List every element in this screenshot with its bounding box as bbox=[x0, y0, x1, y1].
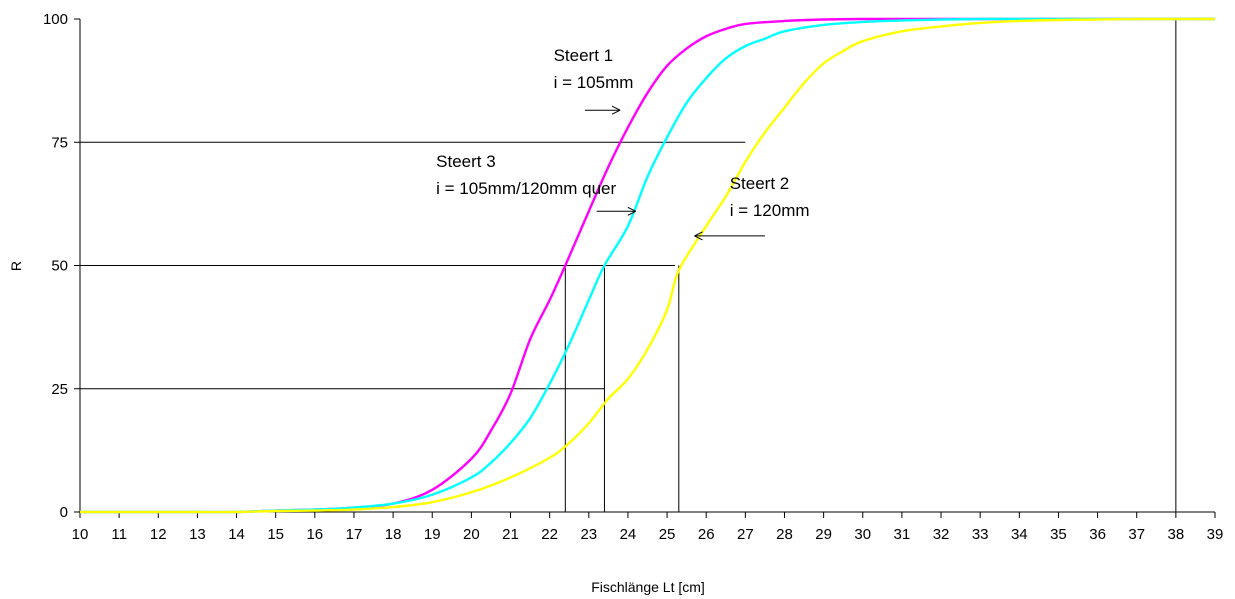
x-tick-label: 21 bbox=[502, 526, 519, 543]
x-tick-label: 34 bbox=[1011, 526, 1028, 543]
x-tick-label: 39 bbox=[1207, 526, 1224, 543]
x-tick-label: 38 bbox=[1168, 526, 1185, 543]
annotation-label-steert2-line1: Steert 2 bbox=[730, 174, 790, 193]
series-lines bbox=[79, 17, 1215, 514]
x-tick-label: 12 bbox=[150, 526, 167, 543]
x-tick-label: 19 bbox=[424, 526, 441, 543]
y-tick-label: 50 bbox=[51, 258, 68, 275]
x-tick-label: 25 bbox=[659, 526, 676, 543]
tick-labels: 10 11 12 13 14 15 16 17 18 19 20 21 22 23 24 25 26 27 28 29… bbox=[43, 11, 1223, 543]
y-tick-label: 100 bbox=[43, 11, 68, 28]
y-tick-label: 25 bbox=[51, 381, 68, 398]
annotation-label-steert3-line2: i = 105mm/120mm quer bbox=[436, 179, 616, 198]
x-tick-label: 14 bbox=[228, 526, 245, 543]
annotation-arrowhead-steert3 bbox=[627, 206, 636, 216]
annotation-arrowhead-steert2 bbox=[694, 231, 703, 241]
x-tick-label: 36 bbox=[1089, 526, 1106, 543]
x-tick-label: 11 bbox=[111, 526, 127, 543]
annotation-arrowhead-steert1 bbox=[611, 105, 621, 115]
x-tick-label: 22 bbox=[541, 526, 558, 543]
x-tick-label: 35 bbox=[1050, 526, 1067, 543]
reference-lines bbox=[80, 19, 1177, 512]
x-tick-label: 15 bbox=[267, 526, 284, 543]
x-tick-label: 29 bbox=[815, 526, 832, 543]
y-tick-label: 75 bbox=[51, 134, 68, 151]
annotation-label-steert3-line1: Steert 3 bbox=[436, 152, 496, 171]
x-tick-label: 20 bbox=[463, 526, 480, 543]
annotation-label-steert1-line1: Steert 1 bbox=[554, 46, 614, 65]
x-tick-label: 37 bbox=[1128, 526, 1145, 543]
x-tick-label: 31 bbox=[894, 526, 911, 543]
x-tick-label: 23 bbox=[580, 526, 597, 543]
x-tick-label: 17 bbox=[346, 526, 363, 543]
x-tick-label: 26 bbox=[698, 526, 715, 543]
axes bbox=[74, 18, 1216, 518]
x-tick-label: 13 bbox=[189, 526, 206, 543]
y-tick-label: 0 bbox=[60, 504, 68, 521]
x-tick-label: 28 bbox=[776, 526, 793, 543]
x-tick-label: 24 bbox=[620, 526, 637, 543]
annotation-label-steert2-line2: i = 120mm bbox=[730, 201, 810, 220]
x-axis-title: Fischlänge Lt [cm] bbox=[591, 579, 705, 595]
x-tick-label: 16 bbox=[306, 526, 323, 543]
annotations: Steert 1 i = 105mm Steert 3 i = 105mm/120mm… bbox=[436, 46, 810, 241]
x-tick-label: 18 bbox=[385, 526, 402, 543]
y-axis-title: R bbox=[8, 261, 24, 271]
series-line-steert2 bbox=[79, 17, 1215, 514]
x-tick-label: 32 bbox=[933, 526, 950, 543]
x-tick-label: 33 bbox=[972, 526, 989, 543]
x-tick-label: 27 bbox=[737, 526, 754, 543]
annotation-label-steert1-line2: i = 105mm bbox=[554, 73, 634, 92]
x-tick-label: 30 bbox=[854, 526, 871, 543]
x-tick-label: 10 bbox=[72, 526, 89, 543]
